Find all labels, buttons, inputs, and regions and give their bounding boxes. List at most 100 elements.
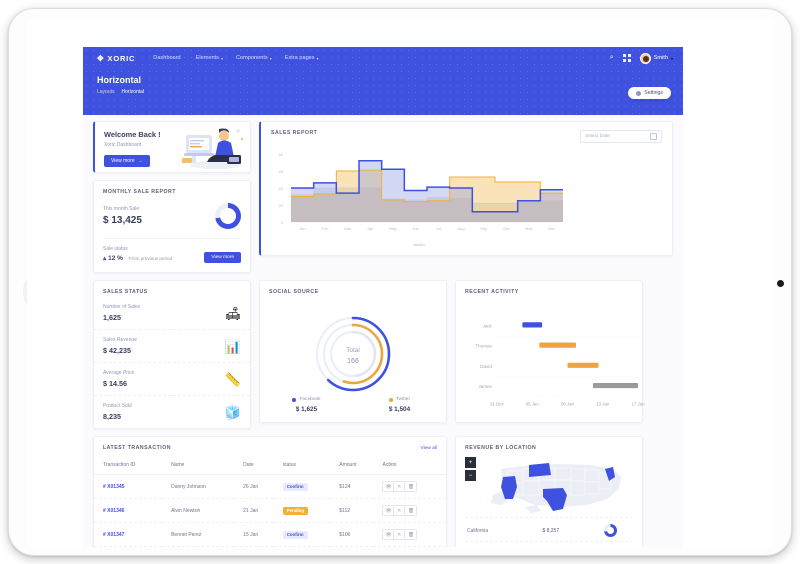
svg-text:09 Jan: 09 Jan (561, 402, 575, 407)
dashboard-row-2: SALES STATUS Number of Sales 1,625 🛋 Sales … (93, 280, 673, 429)
nav-item-components[interactable]: Components ▾ (236, 55, 272, 61)
action-view-button[interactable]: 👁 (383, 506, 395, 515)
sales-status-label: Number of Sales (103, 304, 141, 310)
tablet-frame: ✥ XORIC Dashboard Elements ▾ C (8, 8, 792, 556)
action-edit-button[interactable]: ✎ (394, 506, 406, 515)
svg-text:80: 80 (279, 152, 284, 157)
status-cell: Pending (273, 498, 331, 523)
action-delete-button[interactable]: 🗑 (408, 531, 414, 537)
table-column-header: Name (162, 457, 235, 475)
monthly-sale-view-more-button[interactable]: View more (204, 252, 241, 263)
map-container: + − (465, 455, 633, 517)
view-all-link[interactable]: View all (420, 445, 437, 451)
monthly-sale-body: This month Sale $ 13,425 (103, 203, 241, 229)
svg-text:Jun: Jun (412, 226, 418, 231)
settings-label: Settings (644, 90, 663, 96)
latest-transaction-card: LATEST TRANSACTION View all Transaction … (93, 436, 447, 547)
calendar-icon (650, 133, 657, 140)
table-row[interactable]: # X01346 Alvin Newton 21 Jan Pending $112 👁 ✎ 🗑 (94, 498, 446, 523)
percent-change: ▴ 12 % From previous period (103, 254, 172, 262)
user-menu[interactable]: Smith ▾ (639, 52, 673, 64)
trend-up-icon: ▴ (103, 254, 107, 262)
transaction-date: 21 Jan (234, 498, 274, 523)
svg-text:Apr: Apr (367, 226, 374, 231)
dashboard-row-1: Welcome Back ! Xoric Dashboard View more… (93, 121, 673, 273)
dashboard-content: Welcome Back ! Xoric Dashboard View more… (83, 115, 683, 547)
sales-status-item: Number of Sales 1,625 🛋 (94, 297, 250, 330)
sales-status-value: 1,625 (103, 313, 121, 322)
transaction-amount: $112 (330, 498, 374, 523)
welcome-view-more-button[interactable]: View more → (104, 155, 150, 167)
action-buttons: 👁 ✎ 🗑 (382, 505, 418, 516)
search-icon[interactable]: ⌕ (609, 54, 614, 61)
location-value: $ 8,257 (542, 527, 560, 534)
nav-item-extra-pages[interactable]: Extra pages ▾ (285, 55, 319, 61)
table-header-row: Transaction ID Name Date status Amount Action (94, 457, 446, 475)
brand-logo[interactable]: ✥ XORIC (97, 54, 135, 63)
action-edit-button[interactable]: ✎ (394, 530, 406, 539)
map-zoom-in-button[interactable]: + (465, 457, 476, 468)
table-row[interactable]: # X01347 Bennet Perez 15 Jan Confirm $106 👁 ✎ 🗑 (94, 522, 446, 547)
settings-button[interactable]: Settings (628, 87, 671, 99)
action-view-button[interactable]: 👁 (383, 482, 395, 491)
navbar: ✥ XORIC Dashboard Elements ▾ C (83, 47, 683, 69)
transaction-name: Alvin Newton (162, 498, 235, 523)
nav-label: Extra pages (284, 55, 315, 61)
user-name: Smith (653, 55, 668, 61)
table-column-header: Action (373, 457, 446, 475)
status-cell: Confirm (273, 474, 331, 499)
action-delete-button[interactable]: 🗑 (408, 483, 414, 489)
nav-item-dashboard[interactable]: Dashboard (153, 55, 182, 61)
sales-status-item: Sales Revenue $ 42,235 📊 (94, 330, 250, 363)
sales-status-list: Number of Sales 1,625 🛋 Sales Revenue $ 42,2… (94, 297, 250, 428)
sales-report-svg: 0 20 40 60 80 Jan Feb Mar Apr May Jun Jul Aug Sep Oct N… (279, 152, 563, 231)
chevron-down-icon: ▾ (220, 55, 223, 61)
nav-label: Components (236, 55, 268, 61)
location-row: New York$ 7,253 (465, 541, 633, 547)
social-source-card: SOCIAL SOURCE Total 166 (259, 280, 447, 423)
svg-text:13 Jan: 13 Jan (596, 402, 610, 407)
welcome-card: Welcome Back ! Xoric Dashboard View more… (93, 121, 251, 173)
transaction-amount: $124 (330, 474, 374, 499)
nav-label: Dashboard (153, 55, 181, 61)
sales-status-value: $ 42,235 (103, 346, 131, 355)
sales-report-chart: 0 20 40 60 80 Jan Feb Mar Apr May Jun Jul Aug Sep Oct N… (271, 148, 567, 247)
action-delete-button[interactable]: 🗑 (408, 507, 414, 513)
apps-grid-icon[interactable] (622, 54, 631, 62)
table-row[interactable]: # X01345 Danny Johnson 26 Jan Confirm $124 👁 ✎… (94, 474, 446, 499)
date-picker[interactable]: Select Date (580, 130, 662, 143)
map-zoom-out-button[interactable]: − (465, 470, 476, 481)
percent-value: 12 % (108, 254, 123, 262)
transaction-name: Bennet Perez (162, 522, 235, 547)
svg-text:Sep: Sep (480, 226, 488, 231)
legend-label-twitter: Twitter (395, 397, 411, 402)
usa-map[interactable] (487, 455, 637, 517)
svg-text:Feb: Feb (322, 226, 330, 231)
sales-status-item: Product Sold 8,235 🧊 (94, 396, 250, 428)
sales-report-column: SALES REPORT Select Date 0 20 40 60 80 Jan Feb… (259, 121, 673, 273)
brand-name: XORIC (107, 53, 136, 63)
status-badge: Confirm (282, 530, 308, 539)
table-column-header: Amount (330, 457, 374, 475)
sales-status-icon: 🧊 (224, 404, 241, 420)
breadcrumb-item-layouts[interactable]: Layouts (97, 89, 115, 95)
recent-activity-title: RECENT ACTIVITY (465, 289, 519, 295)
latest-transaction-header: LATEST TRANSACTION View all (94, 437, 446, 457)
percent-note: From previous period (128, 255, 173, 261)
breadcrumb: Layouts Horizontal (97, 89, 144, 95)
monthly-sale-donut (215, 203, 241, 229)
recent-activity-card: RECENT ACTIVITY Jack Thomas David James 31 D… (455, 280, 645, 423)
legend-dot-facebook (292, 397, 297, 402)
nav-item-elements[interactable]: Elements ▾ (196, 55, 223, 61)
transaction-id: # X01348 (94, 546, 163, 547)
recent-activity-chart: Jack Thomas David James 31 Dec 05 Jan 09 Jan 13… (475, 315, 645, 407)
action-view-button[interactable]: 👁 (383, 530, 395, 539)
welcome-subtitle: Xoric Dashboard (104, 142, 142, 148)
chevron-down-icon: ▾ (316, 55, 319, 61)
action-edit-button[interactable]: ✎ (394, 482, 406, 491)
svg-text:Aug: Aug (457, 226, 464, 231)
svg-text:May: May (389, 226, 397, 231)
svg-text:31 Dec: 31 Dec (490, 402, 505, 407)
date-picker-placeholder: Select Date (585, 134, 610, 139)
